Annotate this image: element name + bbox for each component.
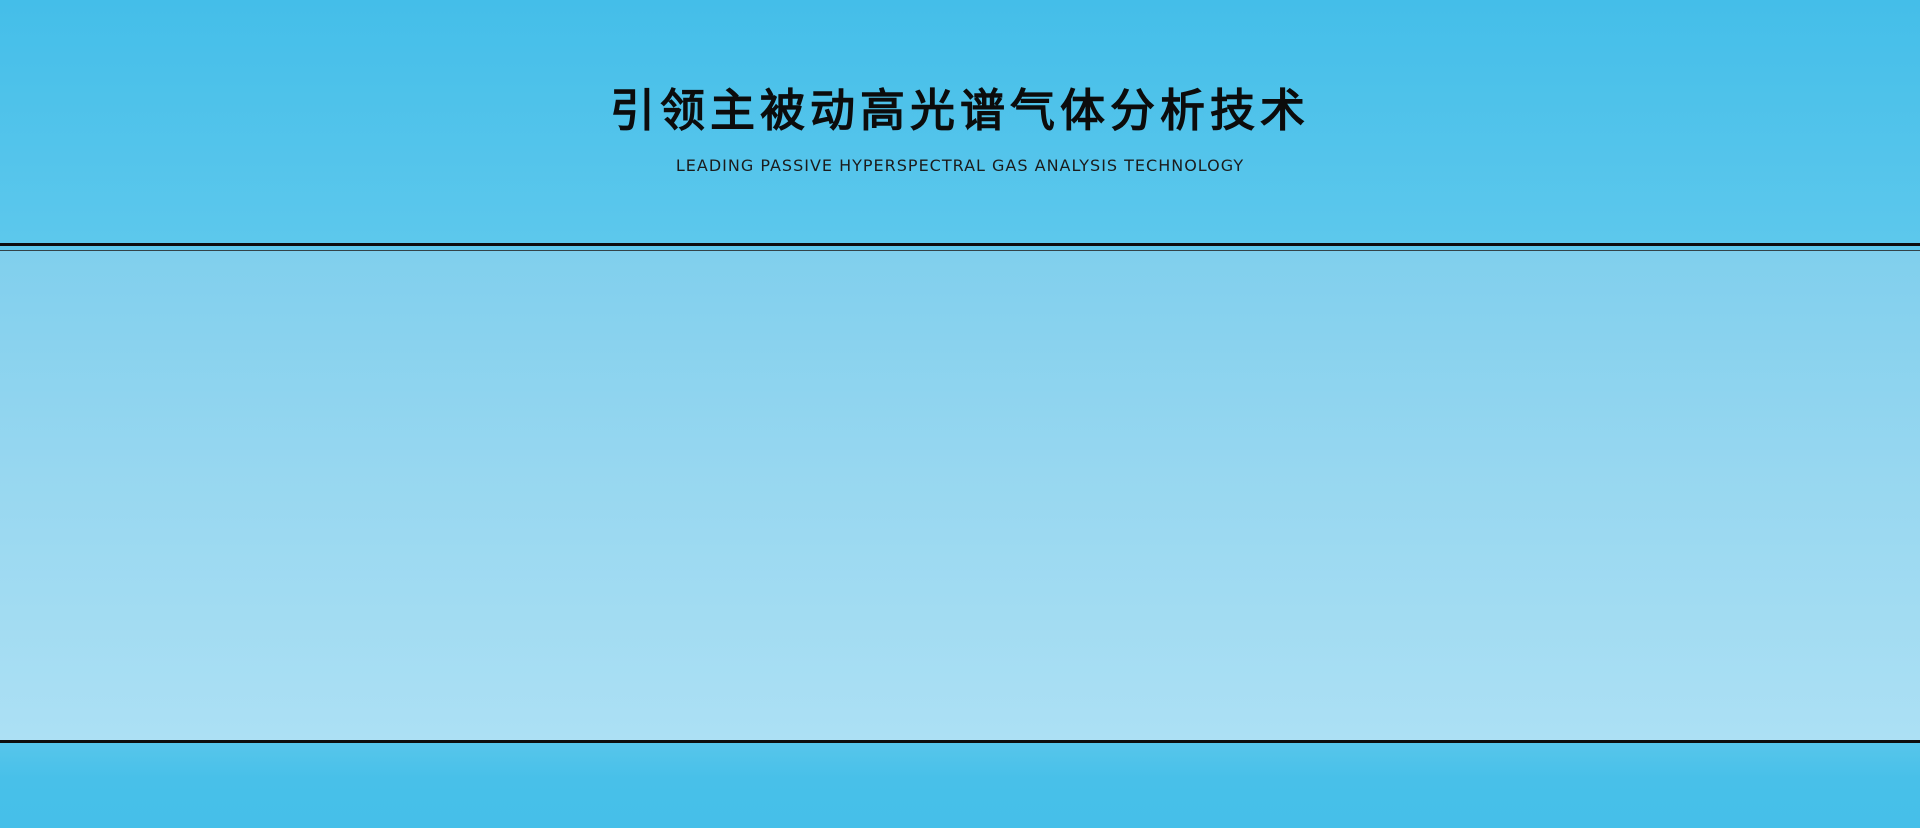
bottom-axis-line (0, 740, 1920, 743)
top-axis-secondary-line (0, 250, 1920, 251)
page-subtitle: LEADING PASSIVE HYPERSPECTRAL GAS ANALYS… (675, 156, 1245, 175)
top-axis-line (0, 243, 1920, 246)
spectrum-plot-area (0, 251, 1920, 742)
page-title: 引领主被动高光谱气体分析技术 (609, 84, 1310, 137)
